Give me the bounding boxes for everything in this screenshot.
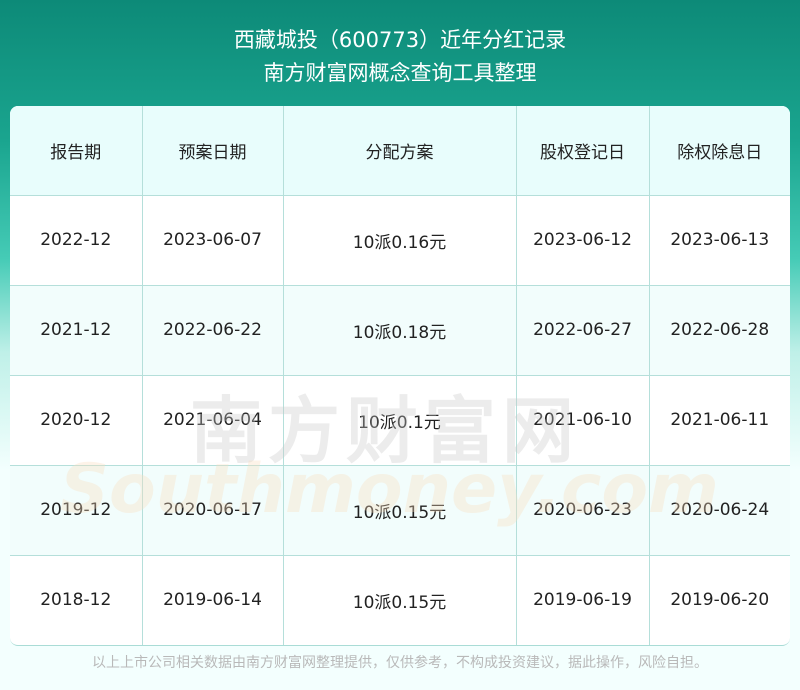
column-header: 预案日期 [142, 106, 284, 196]
table-cell: 2022-06-28 [649, 285, 790, 376]
page-subtitle: 南方财富网概念查询工具整理 [263, 61, 537, 85]
table-cell: 2019-12 [10, 465, 143, 556]
table-cell: 10派0.15元 [283, 555, 517, 645]
table-cell: 2023-06-12 [516, 195, 650, 286]
table-cell: 10派0.1元 [283, 375, 517, 466]
table-cell: 2021-12 [10, 285, 143, 376]
table-cell: 2023-06-13 [649, 195, 790, 286]
table-row: 2018-12 2019-06-14 10派0.15元 2019-06-19 2019-… [10, 555, 790, 645]
dividend-table: 报告期 预案日期 分配方案 股权登记日 除权除息日 2022-12 2023-06… [10, 106, 790, 645]
table-cell: 2018-12 [10, 555, 143, 645]
table-cell: 2019-06-20 [649, 555, 790, 645]
column-header: 除权除息日 [649, 106, 790, 196]
column-header: 分配方案 [283, 106, 517, 196]
table-cell: 2020-06-24 [649, 465, 790, 556]
table-row: 2019-12 2020-06-17 10派0.15元 2020-06-23 2020-… [10, 465, 790, 556]
table-cell: 2021-06-10 [516, 375, 650, 466]
table-cell: 10派0.16元 [283, 195, 517, 286]
table-cell: 10派0.15元 [283, 465, 517, 556]
table-cell: 10派0.18元 [283, 285, 517, 376]
disclaimer: 以上上市公司相关数据由南方财富网整理提供，仅供参考，不构成投资建议，据此操作，风… [92, 655, 708, 671]
table-row: 2021-12 2022-06-22 10派0.18元 2022-06-27 2022-… [10, 285, 790, 376]
table-cell: 2020-06-23 [516, 465, 650, 556]
table-cell: 2020-12 [10, 375, 143, 466]
table-cell: 2020-06-17 [142, 465, 284, 556]
table-cell: 2023-06-07 [142, 195, 284, 286]
table-cell: 2022-06-27 [516, 285, 650, 376]
table-cell: 2021-06-11 [649, 375, 790, 466]
page-title: 西藏城投（600773）近年分红记录 [233, 28, 567, 52]
column-header: 股权登记日 [516, 106, 650, 196]
column-header: 报告期 [10, 106, 143, 196]
table-cell: 2021-06-04 [142, 375, 284, 466]
table-row: 2022-12 2023-06-07 10派0.16元 2023-06-12 2023-… [10, 195, 790, 286]
dividend-table-card: 报告期 预案日期 分配方案 股权登记日 除权除息日 2022-12 2023-06… [10, 106, 790, 646]
table-cell: 2022-06-22 [142, 285, 284, 376]
table-cell: 2022-12 [10, 195, 143, 286]
table-row: 2020-12 2021-06-04 10派0.1元 2021-06-10 2021-0… [10, 375, 790, 466]
table-cell: 2019-06-14 [142, 555, 284, 645]
table-cell: 2019-06-19 [516, 555, 650, 645]
table-header-row: 报告期 预案日期 分配方案 股权登记日 除权除息日 [10, 106, 790, 196]
